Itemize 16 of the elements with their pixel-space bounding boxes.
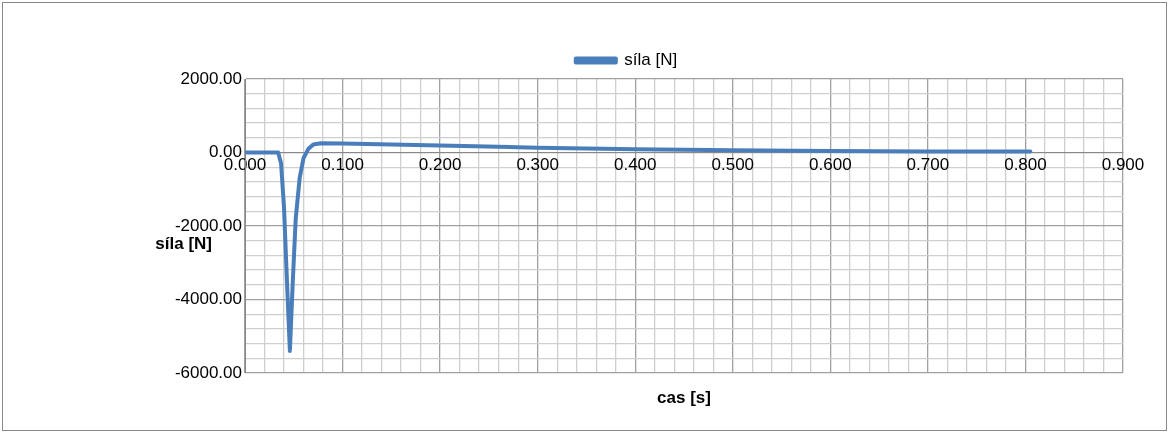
y-tick-label: -2000.00 (174, 215, 242, 235)
y-axis-title: síla [N] (155, 233, 212, 253)
y-tick-label: 2000.00 (180, 68, 242, 88)
y-tick-label: -6000.00 (174, 362, 242, 382)
legend-label: síla [N] (624, 50, 678, 70)
y-tick-label: -4000.00 (174, 289, 242, 309)
x-tick-label: 0.400 (613, 155, 657, 175)
x-tick-label: 0.100 (321, 155, 364, 175)
x-tick-label: 0.300 (516, 155, 559, 175)
x-tick-label: 0.200 (418, 155, 462, 175)
x-tick-label: 0.700 (906, 155, 950, 175)
x-tick-label: 0.900 (1101, 155, 1145, 175)
x-tick-label: 0.500 (711, 155, 755, 175)
x-tick-label: 0.800 (1004, 155, 1047, 175)
x-axis-title: cas [s] (657, 387, 711, 407)
x-tick-label: 0.600 (809, 155, 852, 175)
